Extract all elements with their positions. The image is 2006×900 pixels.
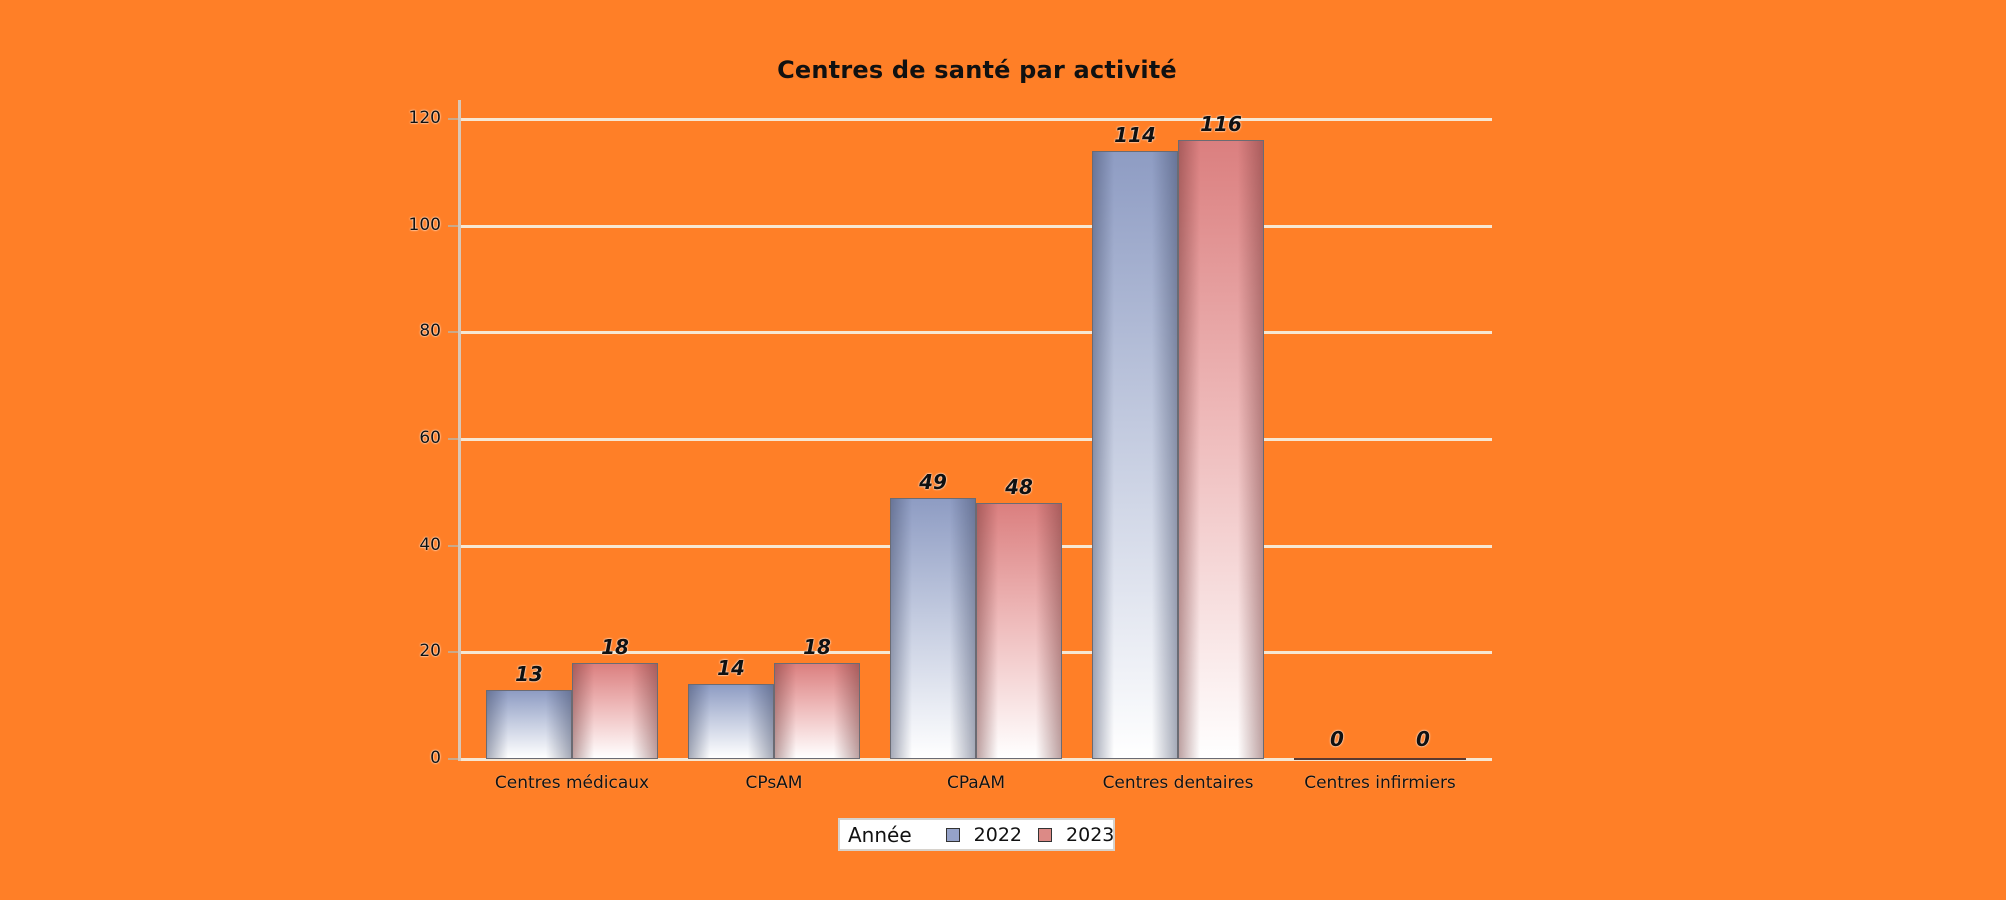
y-tick-label: 120 bbox=[408, 108, 441, 128]
gridline bbox=[459, 438, 1492, 441]
x-tick-label: Centres médicaux bbox=[494, 773, 650, 793]
bar-2023 bbox=[1178, 140, 1264, 759]
y-tick-label: 60 bbox=[419, 428, 441, 448]
y-axis bbox=[458, 100, 461, 761]
legend-title: Année bbox=[848, 822, 912, 847]
legend-item-2023[interactable]: 2023 bbox=[1038, 824, 1114, 846]
y-tick bbox=[448, 544, 459, 547]
data-label: 18 bbox=[803, 635, 831, 659]
legend-swatch-2023 bbox=[1038, 827, 1053, 842]
y-tick-label: 20 bbox=[419, 641, 441, 662]
bar-2022 bbox=[486, 689, 572, 759]
legend: Année 2022 2023 bbox=[838, 818, 1115, 851]
legend-label-2023: 2023 bbox=[1066, 823, 1115, 846]
x-tick-label: Centres infirmiers bbox=[1304, 773, 1456, 793]
data-label: 0 bbox=[1416, 727, 1430, 751]
data-label: 18 bbox=[601, 635, 629, 659]
y-tick bbox=[448, 651, 459, 654]
bar-2023 bbox=[774, 663, 860, 759]
data-label: 48 bbox=[1005, 475, 1033, 499]
gridline bbox=[459, 224, 1492, 228]
y-tick bbox=[448, 758, 459, 760]
bar-2022 bbox=[890, 497, 976, 759]
legend-label-2022: 2022 bbox=[973, 823, 1023, 846]
legend-item-2022[interactable]: 2022 bbox=[945, 823, 1023, 846]
x-tick-label: CPsAM bbox=[745, 773, 803, 793]
data-label: 13 bbox=[515, 661, 543, 686]
data-label: 0 bbox=[1330, 727, 1344, 751]
x-tick-label: CPaAM bbox=[946, 773, 1006, 793]
y-tick-label: 0 bbox=[430, 748, 441, 768]
bar-2022 bbox=[688, 684, 774, 759]
gridline bbox=[459, 331, 1492, 335]
x-tick-label: Centres dentaires bbox=[1102, 773, 1254, 793]
gridline bbox=[459, 758, 1492, 761]
bar-2022 bbox=[1294, 758, 1380, 760]
bar-2023 bbox=[976, 503, 1062, 759]
y-tick bbox=[448, 331, 459, 334]
data-label: 116 bbox=[1200, 112, 1242, 137]
data-label: 114 bbox=[1114, 123, 1156, 147]
chart-title: Centres de santé par activité bbox=[777, 56, 1177, 84]
y-tick-label: 40 bbox=[419, 534, 441, 555]
bar-2023 bbox=[1380, 758, 1466, 760]
bar-2023 bbox=[572, 663, 658, 759]
y-tick bbox=[448, 118, 459, 120]
y-tick bbox=[448, 224, 459, 227]
legend-swatch-2022 bbox=[945, 827, 960, 842]
gridline bbox=[459, 118, 1492, 121]
data-label: 49 bbox=[919, 469, 947, 494]
data-label: 14 bbox=[717, 656, 745, 681]
y-tick-label: 80 bbox=[419, 321, 441, 342]
y-tick bbox=[448, 438, 459, 440]
bar-2022 bbox=[1092, 151, 1178, 759]
y-tick-label: 100 bbox=[408, 214, 441, 235]
